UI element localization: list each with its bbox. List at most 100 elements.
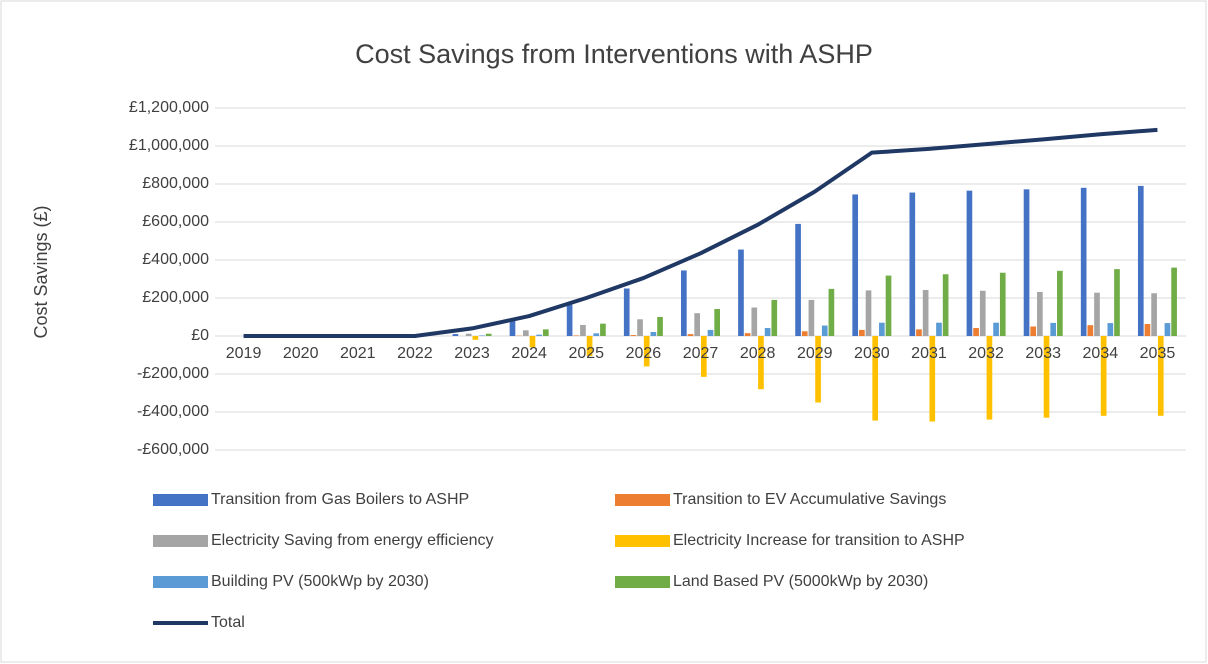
- bar: [509, 320, 516, 336]
- x-tick-label: 2033: [1025, 345, 1061, 362]
- bar: [986, 336, 993, 420]
- bar: [1164, 323, 1171, 336]
- bar: [573, 335, 580, 336]
- bar: [593, 333, 600, 336]
- x-tick-label: 2023: [454, 345, 490, 362]
- chart-title: Cost Savings from Interventions with ASH…: [355, 39, 873, 69]
- x-tick-label: 2027: [683, 345, 719, 362]
- bar: [909, 192, 916, 336]
- bar: [701, 336, 707, 377]
- bar: [751, 307, 758, 336]
- bar: [529, 336, 536, 348]
- bar: [1171, 267, 1177, 336]
- bar: [1114, 269, 1120, 336]
- bar: [623, 288, 630, 336]
- legend-label: Electricity Saving from energy efficienc…: [211, 532, 493, 549]
- y-tick-label: £1,000,000: [129, 137, 209, 154]
- bar: [452, 334, 459, 336]
- x-tick-label: 2026: [626, 345, 662, 362]
- y-tick-label: £400,000: [142, 251, 209, 268]
- bar: [771, 299, 778, 336]
- x-tick-label: 2029: [797, 345, 833, 362]
- bar: [979, 290, 986, 336]
- bar: [1043, 336, 1050, 418]
- bar: [885, 275, 892, 336]
- legend-swatch: [153, 494, 208, 506]
- bar: [758, 336, 764, 390]
- bar: [694, 313, 700, 336]
- bar: [1100, 336, 1107, 416]
- bar: [973, 328, 979, 336]
- line-series: [243, 127, 1158, 338]
- bar: [485, 333, 492, 336]
- bar: [929, 336, 936, 422]
- legend-label: Land Based PV (5000kWp by 2030): [673, 573, 928, 590]
- x-tick-label: 2019: [226, 345, 262, 362]
- bar: [542, 329, 549, 336]
- bar: [1087, 325, 1094, 336]
- x-tick-label: 2035: [1140, 345, 1176, 362]
- x-tick-label: 2022: [397, 345, 433, 362]
- bar: [1094, 292, 1100, 336]
- bar: [1050, 322, 1057, 336]
- bar: [566, 304, 573, 336]
- x-tick-label: 2028: [740, 345, 776, 362]
- x-tick-label: 2024: [511, 345, 547, 362]
- bar: [966, 190, 973, 336]
- bar: [630, 335, 637, 336]
- bar: [852, 194, 859, 336]
- bar: [1023, 189, 1030, 336]
- bar: [1151, 293, 1157, 336]
- bar: [707, 329, 714, 336]
- bar: [681, 270, 687, 336]
- legend-label: Total: [211, 614, 245, 631]
- legend-swatch: [615, 494, 670, 506]
- bar: [993, 322, 999, 336]
- bar: [942, 274, 949, 336]
- x-tick-label: 2025: [568, 345, 604, 362]
- bar: [714, 309, 720, 336]
- legend-swatch: [615, 535, 670, 547]
- bar: [637, 319, 643, 336]
- bar: [650, 332, 657, 336]
- bar: [801, 331, 808, 336]
- y-tick-label: -£200,000: [137, 365, 209, 382]
- bar: [795, 223, 801, 336]
- bar: [859, 329, 865, 336]
- bar: [586, 336, 593, 356]
- bar: [916, 329, 922, 336]
- bar: [1057, 270, 1063, 336]
- bar: [738, 249, 744, 336]
- bar: [808, 299, 815, 336]
- bar: [865, 290, 872, 336]
- y-axis-label: Cost Savings (£): [31, 205, 51, 338]
- x-tick-label: 2020: [283, 345, 319, 362]
- y-tick-label: £600,000: [142, 213, 209, 230]
- bar: [687, 334, 694, 336]
- bar: [879, 322, 885, 336]
- legend-swatch: [615, 576, 670, 588]
- legend-label: Building PV (500kWp by 2030): [211, 573, 429, 590]
- x-tick-label: 2034: [1083, 345, 1119, 362]
- bar: [1107, 323, 1114, 336]
- legend-swatch: [153, 535, 208, 547]
- bar: [465, 333, 472, 336]
- bar: [999, 272, 1006, 336]
- bar: [828, 288, 835, 336]
- bar: [872, 336, 879, 421]
- x-tick-label: 2030: [854, 345, 890, 362]
- bar: [1030, 326, 1037, 336]
- bar: [600, 323, 606, 336]
- legend-label: Transition to EV Accumulative Savings: [673, 491, 946, 508]
- bar: [815, 336, 821, 403]
- bar: [1144, 324, 1151, 336]
- bar: [1137, 185, 1144, 336]
- x-tick-label: 2021: [340, 345, 376, 362]
- bar: [657, 317, 663, 336]
- y-tick-label: £0: [191, 327, 209, 344]
- y-tick-label: £800,000: [142, 175, 209, 192]
- bar: [1080, 187, 1087, 336]
- bar: [522, 330, 529, 336]
- bar: [643, 336, 650, 367]
